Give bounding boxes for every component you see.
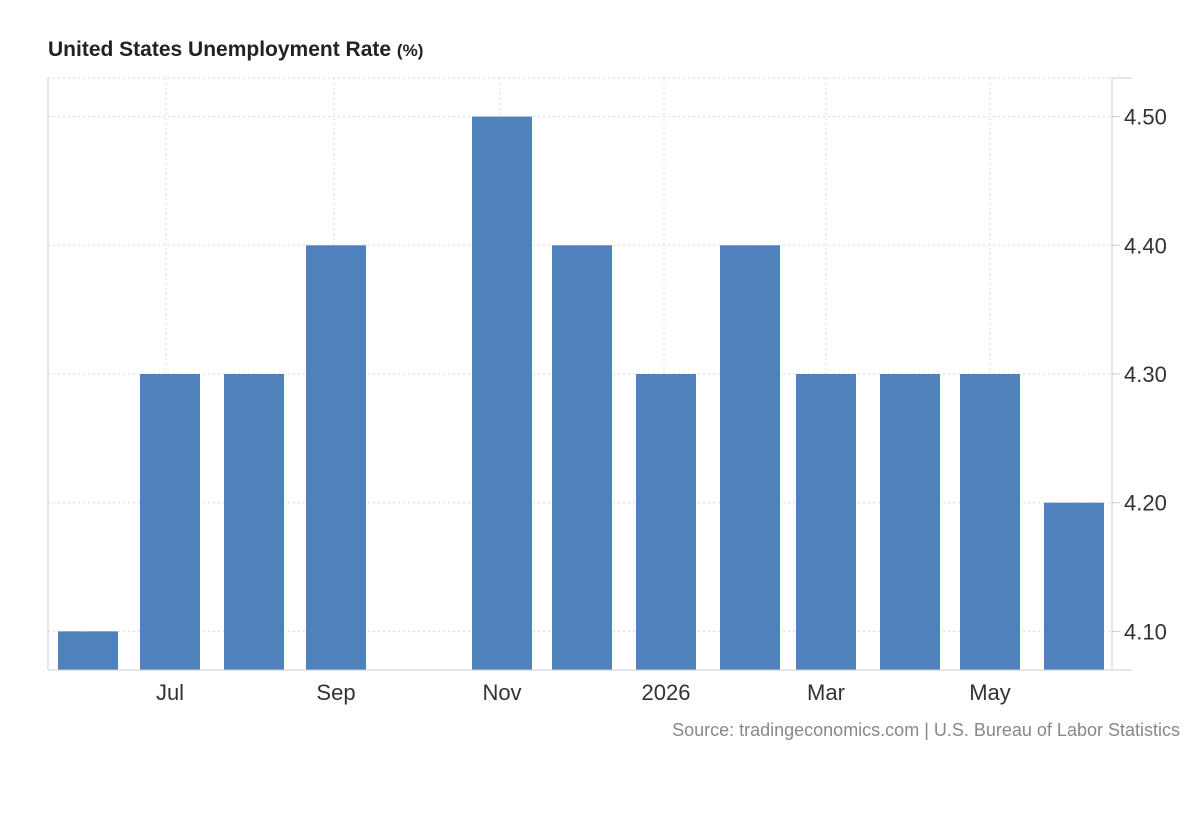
x-tick-label: Mar xyxy=(807,680,845,705)
x-tick-label: Jul xyxy=(156,680,184,705)
x-tick-label: 2026 xyxy=(642,680,691,705)
bar-apr-10 xyxy=(880,374,940,670)
axis-layer xyxy=(47,77,1132,671)
y-tick-label: 4.20 xyxy=(1124,491,1167,516)
bar-dec-6 xyxy=(552,245,612,670)
x-tick-label: Nov xyxy=(482,680,521,705)
y-tick-label: 4.50 xyxy=(1124,105,1167,130)
chart-title-unit: (%) xyxy=(396,41,424,60)
bar-feb-8 xyxy=(720,245,780,670)
chart-title-text: United States Unemployment Rate xyxy=(48,38,392,61)
label-layer: 4.10 4.20 4.30 4.40 4.50 Jul Sep Nov 2026 Mar May xyxy=(156,105,1167,705)
x-tick-label: May xyxy=(969,680,1011,705)
bar-jun-0 xyxy=(58,631,118,670)
source-credit: Source: tradingeconomics.com | U.S. Bure… xyxy=(672,720,1180,740)
bar-nov-5 xyxy=(472,116,532,670)
x-tick-label: Sep xyxy=(316,680,355,705)
y-tick-label: 4.10 xyxy=(1124,619,1167,644)
bar-layer xyxy=(58,116,1104,670)
bar-jun-12 xyxy=(1044,502,1104,670)
bar-2026-7 xyxy=(636,374,696,670)
bar-mar-9 xyxy=(796,374,856,670)
bar-jul-1 xyxy=(140,374,200,670)
y-tick-label: 4.30 xyxy=(1124,362,1167,387)
bar-aug-2 xyxy=(224,374,284,670)
bar-sep-3 xyxy=(306,245,366,670)
bar-may-11 xyxy=(960,374,1020,670)
y-tick-label: 4.40 xyxy=(1124,233,1167,258)
chart-title: United States Unemployment Rate (%) xyxy=(48,38,423,62)
